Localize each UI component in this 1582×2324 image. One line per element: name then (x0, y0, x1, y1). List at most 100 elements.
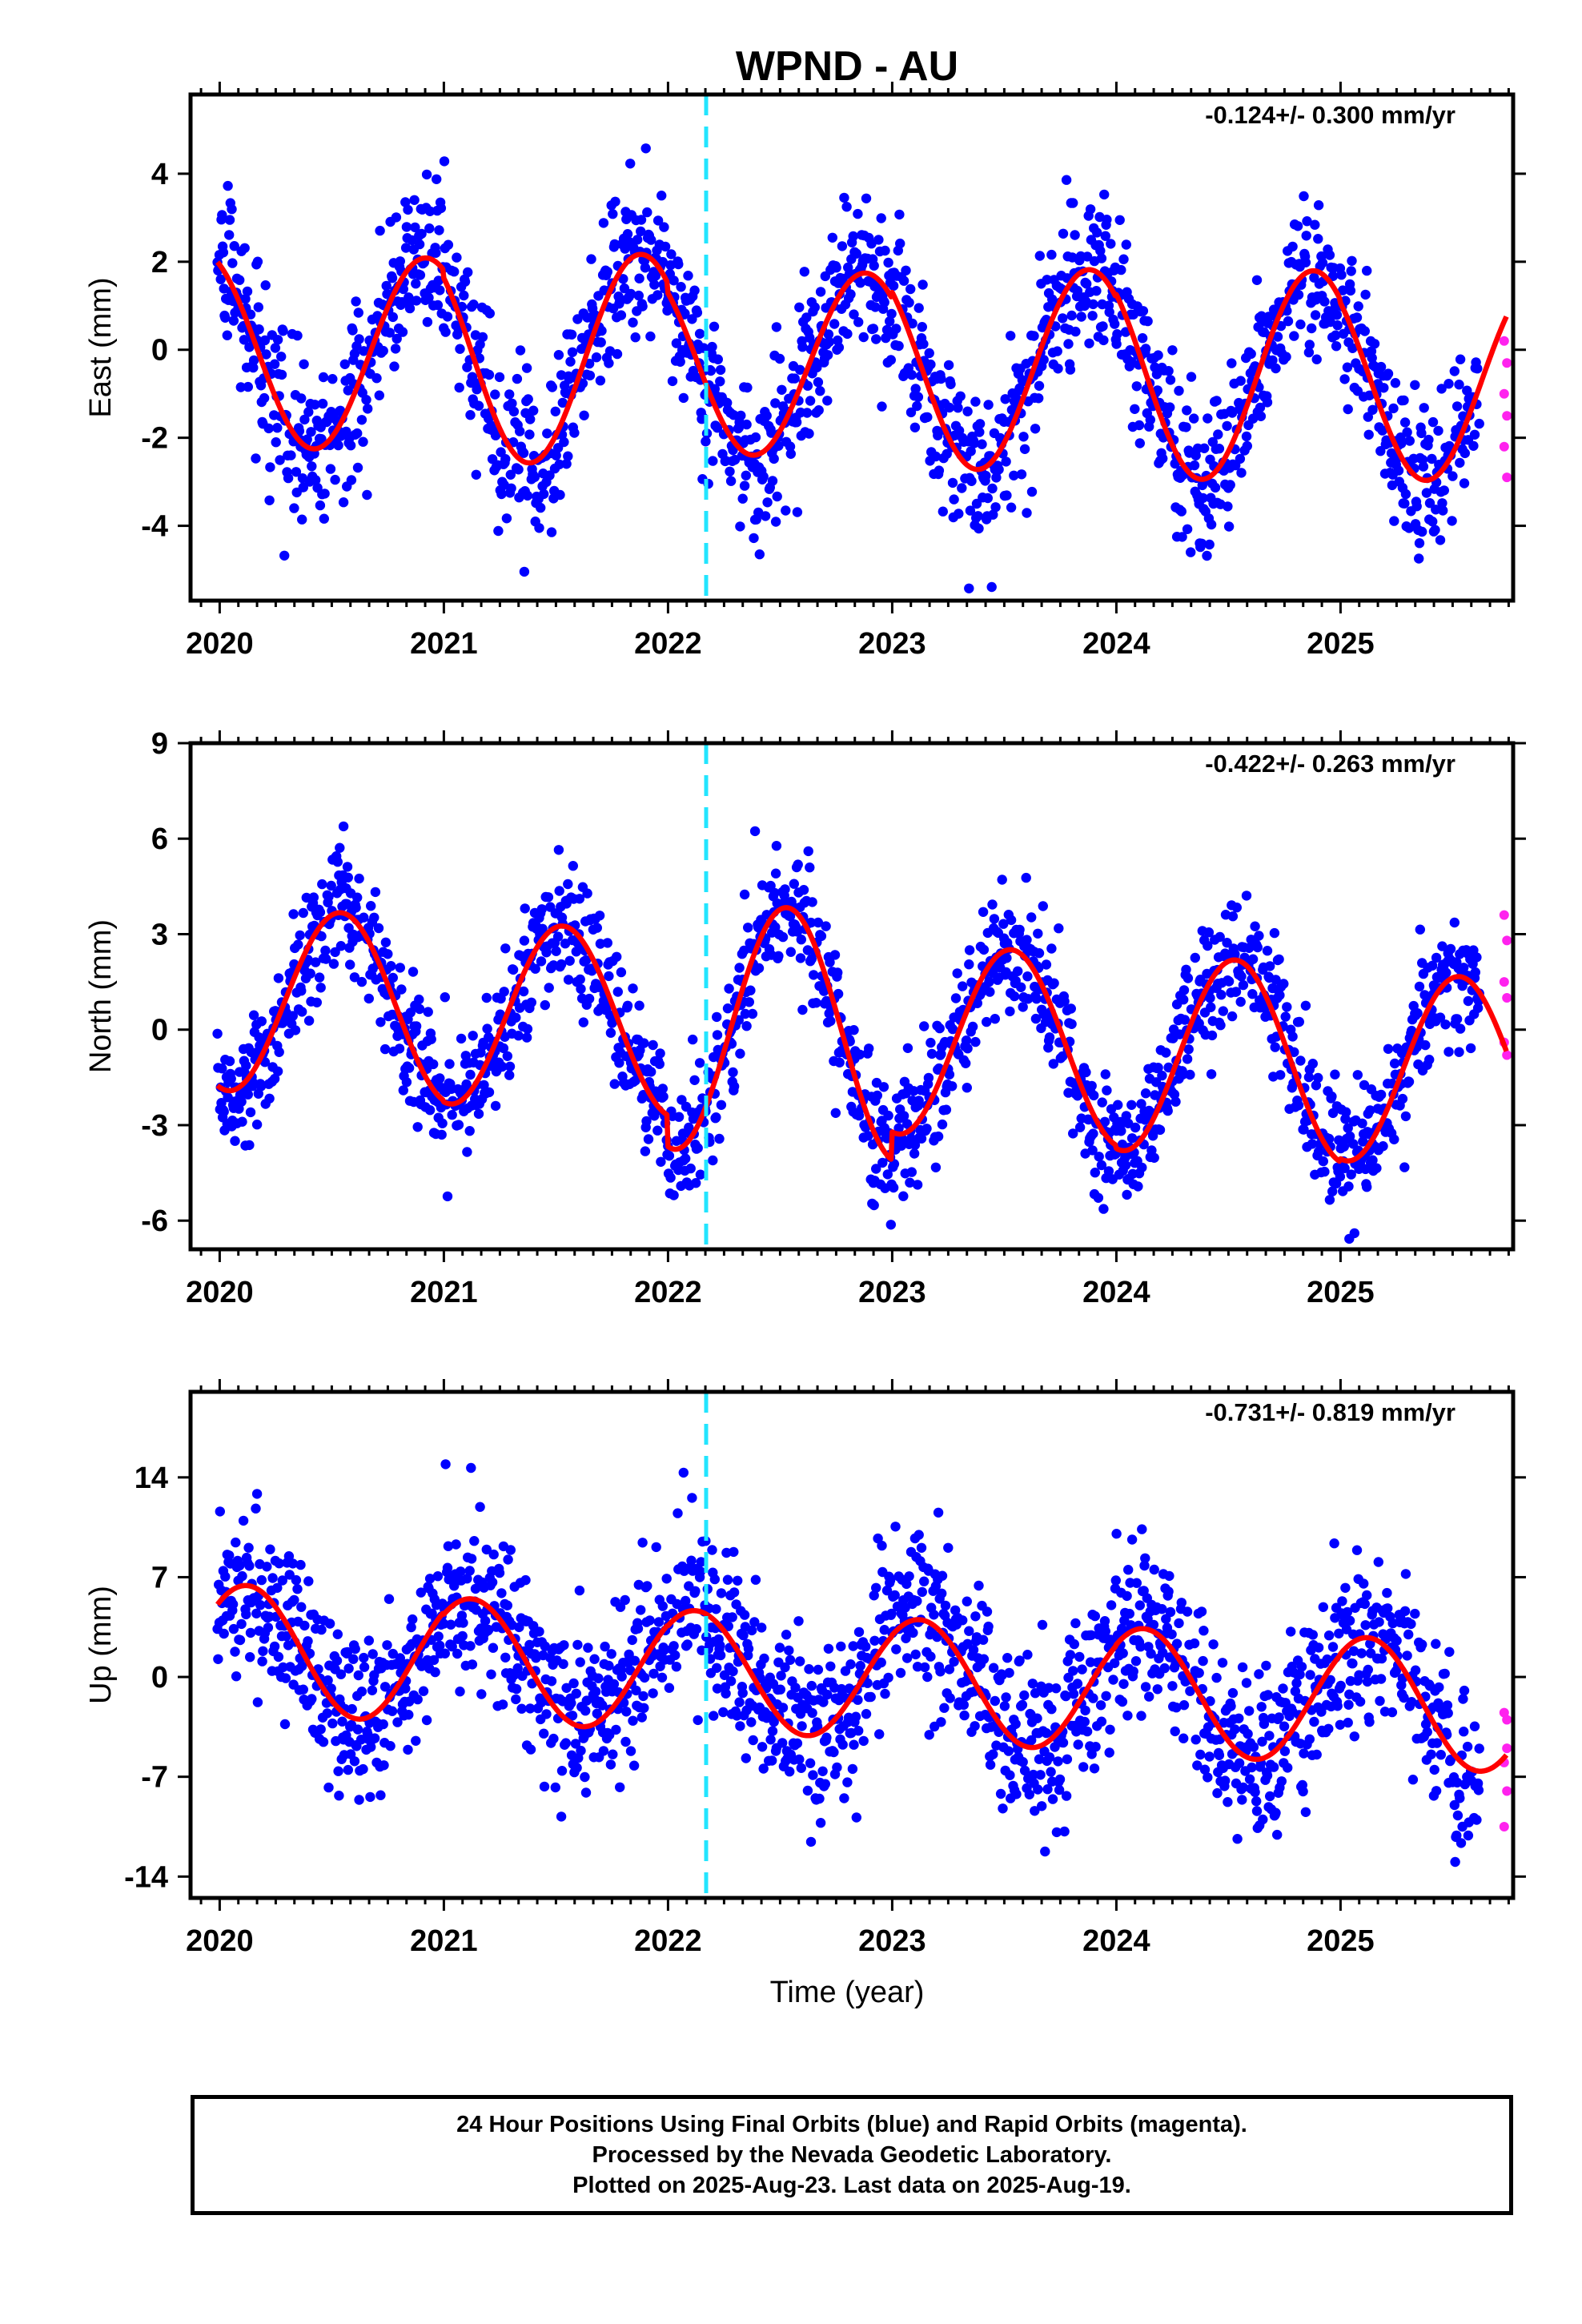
final-point (332, 857, 343, 867)
final-point (384, 328, 395, 338)
final-point (941, 1104, 952, 1115)
final-point (845, 1659, 856, 1670)
final-point (847, 1763, 858, 1775)
final-point (343, 385, 353, 396)
final-point (272, 335, 283, 345)
final-point (286, 450, 296, 460)
final-point (447, 1641, 457, 1652)
final-point (1100, 1626, 1111, 1637)
final-point (1130, 1656, 1142, 1667)
final-point (1375, 446, 1386, 456)
final-point (403, 204, 413, 215)
y-tick-label: 2 (151, 246, 168, 279)
final-point (1454, 380, 1464, 390)
final-point (435, 1640, 445, 1651)
final-point (1034, 948, 1045, 959)
final-point (1106, 239, 1116, 249)
final-point (901, 1578, 912, 1590)
final-point (275, 455, 285, 465)
final-point (505, 469, 516, 480)
final-point (853, 208, 863, 219)
final-point (654, 1059, 665, 1069)
final-point (1126, 1100, 1137, 1111)
final-point (791, 417, 802, 428)
final-point (639, 1672, 650, 1683)
final-point (401, 1077, 412, 1088)
final-point (658, 1092, 669, 1102)
final-point (645, 331, 656, 342)
final-point (543, 892, 554, 903)
final-point (1139, 1560, 1150, 1571)
final-point (349, 348, 360, 359)
final-point (220, 312, 231, 323)
final-point (656, 1156, 666, 1168)
final-point (999, 1701, 1010, 1711)
final-point (379, 1682, 391, 1692)
final-point (898, 1111, 909, 1121)
final-point (657, 1084, 668, 1094)
x-tick-label: 2023 (858, 1276, 926, 1309)
final-point (712, 1683, 723, 1694)
final-point (1182, 524, 1193, 534)
final-point (459, 290, 469, 301)
final-point (299, 359, 309, 369)
final-point (471, 469, 481, 480)
final-point (319, 513, 329, 524)
final-point (1423, 434, 1434, 445)
final-point (1331, 330, 1341, 340)
final-point (291, 467, 302, 477)
final-point (604, 971, 614, 982)
final-point (519, 566, 530, 577)
final-point (1242, 440, 1253, 452)
final-point (944, 402, 955, 413)
final-point (444, 1059, 455, 1069)
final-point (1310, 219, 1320, 230)
final-point (622, 229, 633, 239)
final-point (1105, 1724, 1115, 1735)
final-point (1437, 941, 1447, 951)
final-point (269, 1641, 280, 1652)
final-point (395, 963, 405, 973)
final-point (1018, 1002, 1028, 1012)
final-point (352, 892, 363, 903)
final-point (1455, 354, 1466, 364)
final-point (487, 1577, 498, 1588)
final-point (1343, 404, 1353, 415)
final-point (1054, 1784, 1065, 1795)
final-point (455, 1687, 465, 1697)
final-point (484, 308, 495, 319)
final-point (298, 1684, 308, 1695)
final-point (520, 903, 530, 914)
final-point (534, 1626, 544, 1637)
final-point (1433, 425, 1443, 436)
final-point (652, 215, 664, 226)
final-point (350, 1643, 360, 1655)
final-point (1351, 312, 1363, 323)
final-point (316, 1624, 327, 1635)
final-point (739, 889, 750, 900)
final-point (716, 1100, 727, 1111)
final-point (630, 332, 640, 343)
final-point (1183, 1044, 1194, 1055)
final-point (544, 983, 554, 993)
final-point (1140, 1682, 1151, 1692)
final-point (634, 1000, 644, 1011)
final-point (604, 358, 614, 368)
final-point (609, 239, 620, 250)
final-point (933, 1131, 944, 1142)
final-point (950, 993, 962, 1003)
final-point (1144, 1691, 1154, 1702)
final-point (745, 985, 756, 995)
final-point (469, 1536, 480, 1546)
final-point (1061, 175, 1072, 185)
final-point (1211, 396, 1222, 406)
final-point (1399, 1162, 1410, 1172)
final-point (874, 1729, 885, 1739)
final-point (325, 464, 336, 474)
final-point (736, 410, 746, 421)
final-point (729, 1546, 739, 1558)
final-point (343, 1764, 353, 1775)
final-point (380, 937, 391, 948)
final-point (236, 1618, 247, 1630)
final-point (1352, 1070, 1363, 1080)
